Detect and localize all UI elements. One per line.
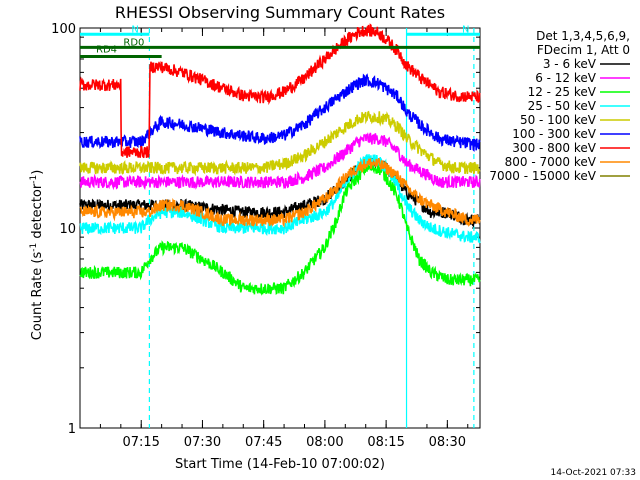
chart-title: RHESSI Observing Summary Count Rates — [115, 3, 445, 22]
x-tick-label: 07:15 — [122, 435, 159, 450]
legend-label: 3 - 6 keV — [543, 57, 597, 71]
footer-timestamp: 14-Oct-2021 07:33 — [551, 468, 636, 478]
plot-area: 1 10 100 07:15 07:30 07:45 08:00 08:15 08:30 N N RD… — [51, 22, 481, 450]
legend-label: 300 - 800 keV — [512, 141, 596, 155]
y-axis-label: Count Rate (s-1 detector-1) — [29, 170, 45, 341]
y-axis-label-sup2: -1 — [29, 175, 39, 184]
y-axis-label-mid: detector — [30, 183, 45, 243]
flag-label: RD0 — [123, 37, 144, 48]
legend-label: 25 - 50 keV — [528, 99, 597, 113]
legend-header-line-1: Det 1,3,4,5,6,9, — [536, 29, 630, 43]
y-tick-label: 1 — [68, 422, 76, 437]
flag-label: N — [462, 24, 469, 35]
legend-label: 6 - 12 keV — [535, 71, 597, 85]
x-tick-label: 08:15 — [367, 435, 404, 450]
legend: Det 1,3,4,5,6,9, FDecim 1, Att 0 3 - 6 k… — [489, 29, 630, 183]
legend-header-line-2: FDecim 1, Att 0 — [537, 43, 630, 57]
x-tick-label: 07:30 — [184, 435, 221, 450]
y-axis-label-end: ) — [30, 170, 45, 175]
series-line — [79, 132, 481, 191]
legend-label: 800 - 7000 keV — [505, 155, 597, 169]
series-line — [79, 154, 481, 244]
y-axis-label-main: Count Rate (s — [30, 252, 45, 341]
legend-label: 50 - 100 keV — [520, 113, 597, 127]
series-line — [79, 162, 481, 296]
y-tick-label: 10 — [59, 222, 76, 237]
y-tick-label: 100 — [51, 22, 76, 37]
series-line — [79, 73, 481, 152]
x-tick-label: 08:30 — [429, 435, 466, 450]
svg-text:Count Rate (s-1 detector-1): Count Rate (s-1 detector-1) — [29, 170, 45, 341]
series-line — [79, 23, 481, 159]
series-line — [79, 110, 481, 177]
legend-label: 12 - 25 keV — [528, 85, 597, 99]
legend-label: 7000 - 15000 keV — [489, 169, 596, 183]
x-tick-label: 07:45 — [245, 435, 282, 450]
legend-label: 100 - 300 keV — [512, 127, 596, 141]
flag-label: N — [131, 24, 138, 35]
flag-label: RD4 — [96, 45, 117, 56]
series-line — [79, 157, 481, 229]
x-tick-label: 08:00 — [306, 435, 343, 450]
y-axis-label-sup1: -1 — [29, 243, 39, 252]
x-axis-label: Start Time (14-Feb-10 07:00:02) — [175, 457, 385, 472]
